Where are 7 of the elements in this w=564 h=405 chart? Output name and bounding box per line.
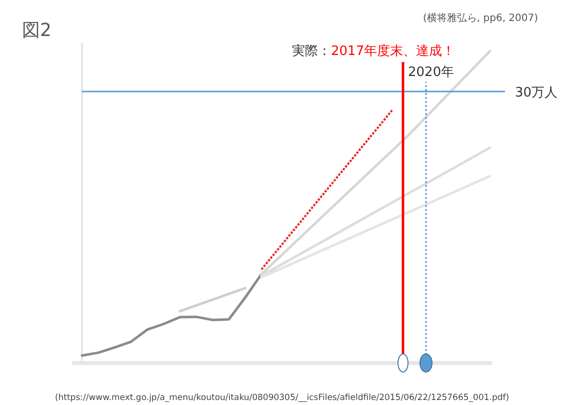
ref-line-label: 30万人 — [515, 86, 558, 101]
text: (https://www.mext.go.jp/a_menu/koutou/itaku/08090305/__icsFiles/afieldfile/2015/06/22/1257665_001.pdf) — [54, 393, 510, 403]
caption: 図2 — [22, 20, 52, 41]
text: (横将雅弘ら, pp6, 2007) — [423, 12, 538, 24]
annotation: 2017年度末、達成！ — [331, 43, 456, 59]
annotation: 実際： — [292, 43, 331, 59]
annotation: 2020年 — [408, 65, 454, 80]
